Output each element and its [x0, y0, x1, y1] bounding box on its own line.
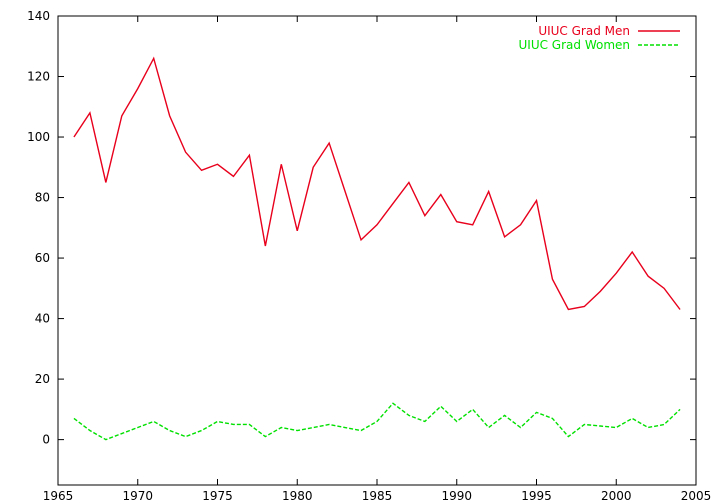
x-tick-label: 1980 — [282, 489, 313, 503]
y-tick-label: 100 — [27, 130, 50, 144]
legend-label: UIUC Grad Women — [519, 38, 631, 52]
x-tick-label: 1970 — [122, 489, 153, 503]
y-tick-label: 20 — [35, 372, 50, 386]
y-tick-label: 80 — [35, 191, 50, 205]
y-tick-label: 120 — [27, 70, 50, 84]
x-tick-label: 1985 — [362, 489, 393, 503]
series-line-grad-women — [73, 402, 681, 441]
y-axis: 0 20 40 60 80 100 120 140 — [27, 9, 696, 447]
y-tick-label: 60 — [35, 251, 50, 265]
series-lines — [73, 56, 681, 441]
y-tick-label: 40 — [35, 312, 50, 326]
x-tick-label: 2000 — [601, 489, 632, 503]
x-tick-label: 1975 — [202, 489, 233, 503]
x-tick-label: 1990 — [441, 489, 472, 503]
legend-label: UIUC Grad Men — [538, 24, 630, 38]
x-tick-label: 1995 — [521, 489, 552, 503]
plot-frame — [57, 15, 697, 486]
x-tick-label: 1965 — [43, 489, 74, 503]
x-axis: 1965 1970 1975 1980 1985 1990 1995 2000 2005 — [43, 16, 712, 503]
y-tick-label: 140 — [27, 9, 50, 23]
x-tick-label: 2005 — [681, 489, 712, 503]
series-line-grad-men — [73, 56, 681, 311]
y-tick-label: 0 — [42, 433, 50, 447]
